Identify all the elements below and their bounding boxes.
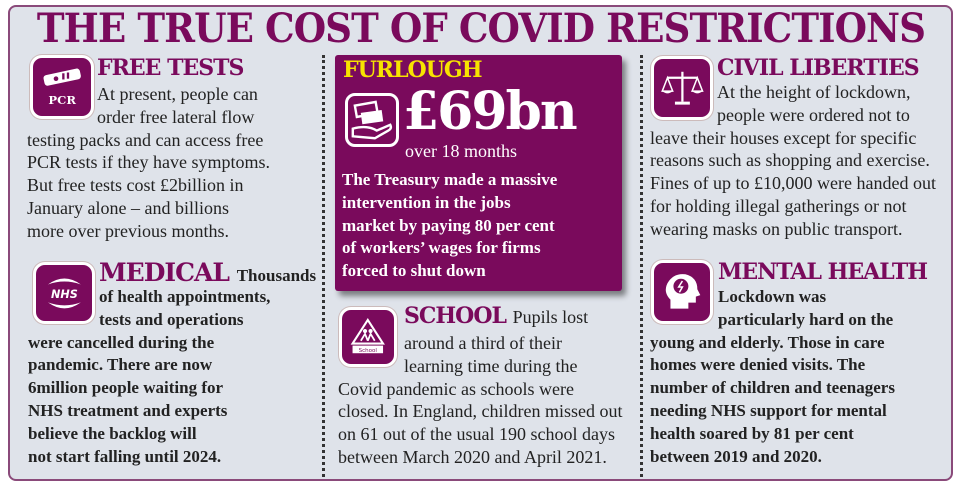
text-line: tests and operations <box>99 309 244 329</box>
text-line: of workers’ wages for firms <box>342 238 541 258</box>
text-line: between 2019 and 2020. <box>650 446 822 466</box>
text-line: health soared by 81 per cent <box>650 423 854 443</box>
text-line: were cancelled during the <box>28 332 215 352</box>
school-sign-icon: School <box>339 307 397 367</box>
furlough-amount: £69bn <box>403 81 578 142</box>
furlough-text: The Treasury made a massive intervention … <box>342 169 557 283</box>
furlough-period: over 18 months <box>405 141 517 161</box>
text-line: Covid pandemic as schools were <box>338 378 574 399</box>
text-line: wearing masks on public transport. <box>650 218 903 239</box>
text-line: testing packs and can access free <box>27 129 264 150</box>
svg-text:School: School <box>359 348 378 354</box>
free-tests-heading: FREE TESTS <box>97 55 244 81</box>
civil-liberties-text: At the height of lockdown, people were or… <box>650 81 936 241</box>
text-line: NHS treatment and experts <box>28 400 228 420</box>
civil-liberties-heading: CIVIL LIBERTIES <box>717 55 920 81</box>
text-line: not start falling until 2024. <box>28 446 222 466</box>
text-line: pandemic. There are now <box>28 355 213 375</box>
text-line: At the height of lockdown, <box>717 82 911 102</box>
text-line: young and elderly. Those in care <box>650 332 885 352</box>
text-line: leave their houses except for specific <box>650 127 917 148</box>
text-line: At present, people can <box>97 84 258 104</box>
text-line: order free lateral flow <box>97 106 255 127</box>
head-brain-icon <box>651 260 713 324</box>
text-line: The Treasury made a massive <box>342 170 558 189</box>
text-line: Fines of up to £10,000 were handed out <box>650 173 936 194</box>
column-divider <box>322 55 325 477</box>
text-line: PCR tests if they have symptoms. <box>27 152 270 173</box>
page-title: THE TRUE COST OF COVID RESTRICTIONS <box>36 5 926 52</box>
text-line: 6million people waiting for <box>28 378 224 398</box>
pcr-test-icon: PCR <box>30 55 94 119</box>
svg-text:NHS: NHS <box>51 287 78 300</box>
money-hand-icon <box>345 93 399 147</box>
text-line: forced to shut down <box>342 261 486 281</box>
furlough-tag: FURLOUGH <box>343 57 482 83</box>
mental-health-heading: MENTAL HEALTH <box>718 259 928 285</box>
svg-text:PCR: PCR <box>48 93 76 107</box>
text-line: between March 2020 and April 2021. <box>338 446 607 467</box>
text-line: needing NHS support for mental <box>650 400 887 420</box>
text-line: of health appointments, <box>99 287 271 306</box>
text-line: reasons such as shopping and exercise. <box>650 150 930 171</box>
text-line: But free tests cost £2billion in <box>27 175 244 196</box>
medical-heading: MEDICAL Thousands <box>99 258 317 287</box>
column-divider <box>640 55 643 477</box>
text-line: believe the backlog will <box>28 423 197 443</box>
furlough-panel: FURLOUGH £69bn over 18 months The Treasu… <box>335 55 622 291</box>
scales-icon <box>651 56 713 120</box>
school-text: around a third of their learning time dur… <box>338 332 622 469</box>
text-line: homes were denied visits. The <box>650 355 866 375</box>
text-line: market by paying 80 per cent <box>342 215 555 235</box>
text-line: people were ordered not to <box>717 104 910 125</box>
text-line: January alone – and billions <box>27 197 229 218</box>
text-line: around a third of their <box>404 333 562 353</box>
text-line: for holding illegal gatherings or not <box>650 195 907 216</box>
medical-text: of health appointments, tests and operati… <box>28 286 271 468</box>
school-heading: SCHOOL Pupils lost <box>404 303 589 329</box>
free-tests-text: At present, people can order free lateral… <box>27 83 270 243</box>
nhs-hands-icon: NHS <box>33 262 95 324</box>
text-line: on 61 out of the usual 190 school days <box>338 424 615 445</box>
mental-health-text: Lockdown was particularly hard on the you… <box>650 286 895 468</box>
text-line: learning time during the <box>404 355 578 376</box>
text-line: number of children and teenagers <box>650 378 895 398</box>
text-line: closed. In England, children missed out <box>338 401 623 422</box>
text-line: intervention in the jobs <box>342 192 511 212</box>
text-line: particularly hard on the <box>718 309 894 329</box>
text-line: more over previous months. <box>27 220 229 241</box>
text-line: Lockdown was <box>718 287 827 306</box>
